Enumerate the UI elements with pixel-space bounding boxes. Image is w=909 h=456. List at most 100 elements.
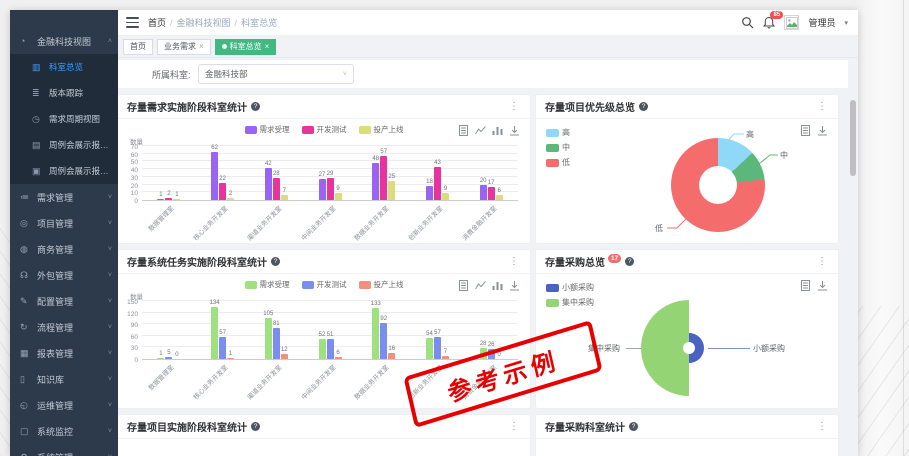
username[interactable]: 管理员	[808, 18, 836, 28]
notification-bell-icon[interactable]: 85	[763, 11, 784, 29]
bar: 48	[372, 156, 380, 200]
close-icon[interactable]: ×	[264, 42, 270, 51]
bar-group: 105 81 12 渠道业务开发室	[246, 302, 303, 401]
weekly-report-purchase-icon: ▣	[32, 165, 41, 176]
help-icon[interactable]: ?	[271, 257, 280, 266]
x-axis-label: 数据业务开发室	[353, 364, 391, 402]
sidebar-item-system-monitor[interactable]: ▢ 系统监控 ˅	[10, 418, 118, 444]
avatar[interactable]	[784, 15, 800, 30]
sidebar-item-fintech-view[interactable]: ◔ 金融科技视图 ˄	[10, 28, 118, 54]
card-body	[536, 439, 838, 456]
card-menu-icon[interactable]: ⋮	[817, 101, 827, 112]
help-icon[interactable]: ?	[625, 257, 635, 266]
hamburger-menu-icon[interactable]	[126, 17, 139, 28]
sidebar-item-version-tracking[interactable]: ≣ 版本跟踪	[10, 80, 118, 106]
tab-business-demand[interactable]: 业务需求 ×	[157, 38, 211, 55]
bar-group: 42 28 7 渠道业务开发室	[246, 147, 303, 242]
sidebar-item-project-mgmt[interactable]: ◎ 项目管理 ˅	[10, 210, 118, 236]
bar: 6	[334, 350, 342, 359]
data-view-icon[interactable]	[800, 280, 811, 291]
bar-value-label: 26	[487, 342, 495, 348]
department-select[interactable]: 金融科技部 ˅	[198, 64, 354, 84]
legend-item[interactable]: 投产上线	[358, 124, 404, 135]
tab-label: 业务需求	[164, 42, 196, 51]
gridline	[142, 175, 518, 177]
help-icon[interactable]: ?	[251, 102, 260, 111]
card-menu-icon[interactable]: ⋮	[509, 421, 519, 432]
data-view-icon[interactable]	[800, 125, 811, 136]
legend-item[interactable]: 高	[546, 127, 570, 138]
bar-value-label: 52	[318, 332, 326, 338]
data-view-icon[interactable]	[458, 280, 469, 291]
card-title: 存量采购科室统计	[545, 423, 625, 434]
bar: 134	[210, 300, 220, 359]
tab-dept-overview[interactable]: 科室总览 ×	[214, 38, 277, 55]
bar-chart-icon[interactable]	[492, 280, 503, 291]
line-chart-icon[interactable]	[475, 125, 486, 136]
sidebar-item-ops-mgmt[interactable]: ◵ 运维管理 ˅	[10, 392, 118, 418]
sidebar-item-demand-cycle[interactable]: ◷ 需求周期视图	[10, 106, 118, 132]
sidebar-item-label: 报表管理	[37, 348, 74, 359]
sidebar-item-system-mgmt[interactable]: ⚙ 系统管理 ˅	[10, 444, 118, 456]
legend-label: 低	[562, 158, 570, 167]
card-body: 小额采购 集中采购 小额采购 集中采购	[536, 274, 838, 408]
sidebar-item-label: 系统管理	[37, 451, 73, 456]
tab-label: 首页	[130, 42, 146, 51]
chart-legend: 需求受理 开发测试 投产上线	[118, 274, 530, 290]
line-chart-icon[interactable]	[475, 280, 486, 291]
help-icon[interactable]: ?	[639, 102, 648, 111]
card-menu-icon[interactable]: ⋮	[817, 421, 827, 432]
card-menu-icon[interactable]: ⋮	[509, 256, 519, 267]
sidebar-item-business-mgmt[interactable]: ◍ 商务管理 ˅	[10, 236, 118, 262]
legend-item[interactable]: 投产上线	[358, 279, 404, 290]
bar-value-label: 57	[219, 330, 226, 336]
sidebar-item-demand-mgmt[interactable]: ≔ 需求管理 ˅	[10, 184, 118, 210]
legend-item[interactable]: 集中采购	[546, 297, 594, 308]
download-icon[interactable]	[817, 125, 828, 136]
bar-value-label: 54	[426, 331, 433, 337]
sidebar-item-outsourcing-mgmt[interactable]: ☊ 外包管理 ˅	[10, 262, 118, 288]
sidebar-item-report-mgmt[interactable]: ▦ 报表管理 ˅	[10, 340, 118, 366]
card-body: 高中低高中低	[536, 119, 838, 243]
sidebar-item-label: 商务管理	[37, 244, 74, 255]
data-view-icon[interactable]	[458, 125, 469, 136]
y-tick-label: 60	[130, 151, 138, 159]
legend-item[interactable]: 小额采购	[546, 282, 594, 293]
legend-swatch	[546, 158, 559, 167]
close-icon[interactable]: ×	[199, 42, 204, 51]
legend-item[interactable]: 中	[546, 142, 570, 153]
card-menu-icon[interactable]: ⋮	[817, 256, 827, 267]
scrollbar-thumb[interactable]	[850, 100, 856, 176]
sidebar-item-weekly-report-project[interactable]: ▤ 周例会展示报表-项目	[10, 132, 118, 158]
card-header: 存量项目实施阶段科室统计? ⋮	[118, 415, 530, 439]
sidebar-item-weekly-report-purchase[interactable]: ▣ 周例会展示报表-采购	[10, 158, 118, 184]
bar-value-label: 43	[434, 160, 441, 166]
download-icon[interactable]	[817, 280, 828, 291]
legend-item[interactable]: 开发测试	[301, 124, 347, 135]
sidebar-item-process-mgmt[interactable]: ↻ 流程管理 ˅	[10, 314, 118, 340]
legend-item[interactable]: 开发测试	[301, 279, 347, 290]
download-icon[interactable]	[509, 280, 520, 291]
legend-swatch	[358, 125, 371, 134]
legend-item[interactable]: 需求受理	[244, 124, 290, 135]
help-icon[interactable]: ?	[629, 422, 638, 431]
bar-group: 28 26 0 消费金融开发室	[461, 302, 518, 401]
bar-chart-icon[interactable]	[492, 125, 503, 136]
chart-card-demand-stage-stats: 存量需求实施阶段科室统计? ⋮ 需求受理 开发测试 投产上线 数量 0 10 20 30 40 50 6…	[118, 95, 530, 243]
search-icon[interactable]	[741, 16, 754, 29]
bar-group: 1 5 0 数据管理室	[142, 302, 196, 392]
breadcrumb-separator: /	[234, 17, 238, 28]
card-menu-icon[interactable]: ⋮	[509, 101, 519, 112]
sidebar-item-dept-overview[interactable]: ▥ 科室总览	[10, 54, 118, 80]
card-body: 需求受理 开发测试 投产上线 数量 0 30 60 90 120 150 1 5 0 数据管理室 134 57…	[118, 274, 530, 408]
bar-value-label: 17	[487, 180, 495, 186]
legend-item[interactable]: 低	[546, 157, 570, 168]
download-icon[interactable]	[509, 125, 520, 136]
sidebar-item-config-mgmt[interactable]: ✎ 配置管理 ˅	[10, 288, 118, 314]
help-icon[interactable]: ?	[251, 422, 260, 431]
bar: 18	[425, 179, 433, 200]
legend-item[interactable]: 需求受理	[244, 279, 290, 290]
breadcrumb-item[interactable]: 首页	[148, 18, 167, 28]
sidebar-item-knowledge-base[interactable]: ▯ 知识库 ˅	[10, 366, 118, 392]
tab-home[interactable]: 首页	[123, 38, 153, 55]
